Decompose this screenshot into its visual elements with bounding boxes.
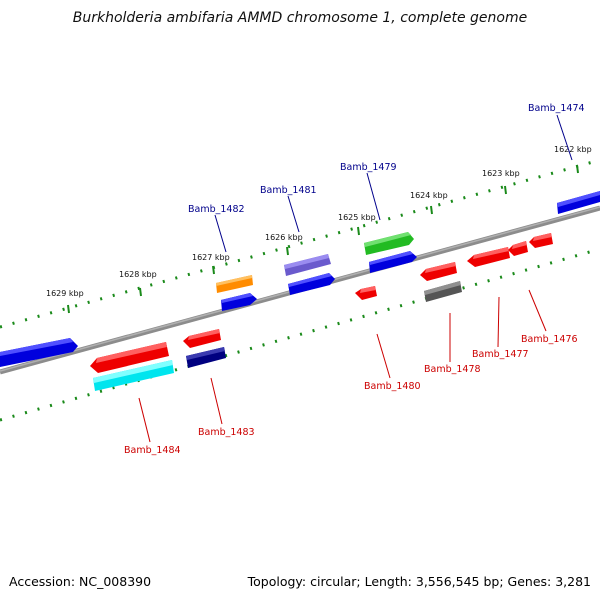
kbp-tick: [357, 226, 360, 236]
gene-arrow[interactable]: [221, 293, 257, 311]
kbp-tick: [67, 304, 70, 314]
kbp-label: 1625 kbp: [338, 213, 376, 222]
accession-text: Accession: NC_008390: [9, 574, 151, 589]
gene-arrow[interactable]: [424, 281, 462, 302]
kbp-tick: [504, 185, 507, 195]
gene-arrow[interactable]: [508, 241, 528, 256]
map-title: Burkholderia ambifaria AMMD chromosome 1…: [73, 10, 527, 26]
gene-arrow[interactable]: [288, 273, 335, 295]
gene-arrow[interactable]: [216, 275, 253, 293]
gene-label[interactable]: Bamb_1481: [260, 185, 317, 196]
gene-label[interactable]: Bamb_1480: [364, 381, 421, 392]
kbp-label: 1626 kbp: [265, 233, 303, 242]
kbp-label: 1623 kbp: [482, 169, 520, 178]
kbp-label: 1624 kbp: [410, 191, 448, 200]
gene-arrow[interactable]: [355, 286, 377, 300]
gene-label[interactable]: Bamb_1479: [340, 162, 397, 173]
reverse-genes: [90, 233, 553, 391]
kbp-scale: 1629 kbp 1628 kbp 1627 kbp 1626 kbp 1625…: [46, 145, 592, 314]
gene-label[interactable]: Bamb_1476: [521, 334, 578, 345]
gene-arrow[interactable]: [369, 251, 417, 273]
gene-arrow[interactable]: [364, 232, 414, 255]
gene-arrow[interactable]: [90, 342, 169, 373]
leader-lines: [138, 114, 573, 443]
gene-arrow[interactable]: [93, 360, 174, 391]
kbp-label: 1622 kbp: [554, 145, 592, 154]
forward-genes: [0, 191, 600, 367]
kbp-tick: [286, 246, 289, 256]
kbp-tick: [212, 265, 215, 275]
kbp-label: 1629 kbp: [46, 289, 84, 298]
kbp-tick: [139, 287, 142, 297]
gene-label[interactable]: Bamb_1477: [472, 349, 529, 360]
kbp-tick: [576, 164, 579, 174]
gene-label[interactable]: Bamb_1482: [188, 204, 245, 215]
gene-arrow[interactable]: [0, 338, 78, 367]
reverse-gene-labels: Bamb_1484 Bamb_1483 Bamb_1480 Bamb_1478 …: [124, 334, 578, 456]
kbp-tick: [430, 205, 433, 215]
gene-arrow[interactable]: [284, 254, 331, 276]
gene-arrow[interactable]: [529, 233, 553, 248]
gene-arrow[interactable]: [183, 329, 221, 348]
gene-label[interactable]: Bamb_1478: [424, 364, 481, 375]
kbp-label: 1627 kbp: [192, 253, 230, 262]
gene-label[interactable]: Bamb_1483: [198, 427, 255, 438]
topology-text: Topology: circular; Length: 3,556,545 bp…: [247, 574, 591, 589]
reverse-tick-track: [0, 247, 600, 422]
gene-arrow[interactable]: [557, 191, 600, 214]
gene-label[interactable]: Bamb_1484: [124, 445, 181, 456]
kbp-label: 1628 kbp: [119, 270, 157, 279]
gene-arrow[interactable]: [467, 247, 510, 267]
gene-label[interactable]: Bamb_1474: [528, 103, 585, 114]
gene-arrow[interactable]: [420, 262, 457, 281]
forward-gene-labels: Bamb_1482 Bamb_1481 Bamb_1479 Bamb_1474: [188, 103, 585, 215]
gene-arrow[interactable]: [186, 347, 226, 368]
